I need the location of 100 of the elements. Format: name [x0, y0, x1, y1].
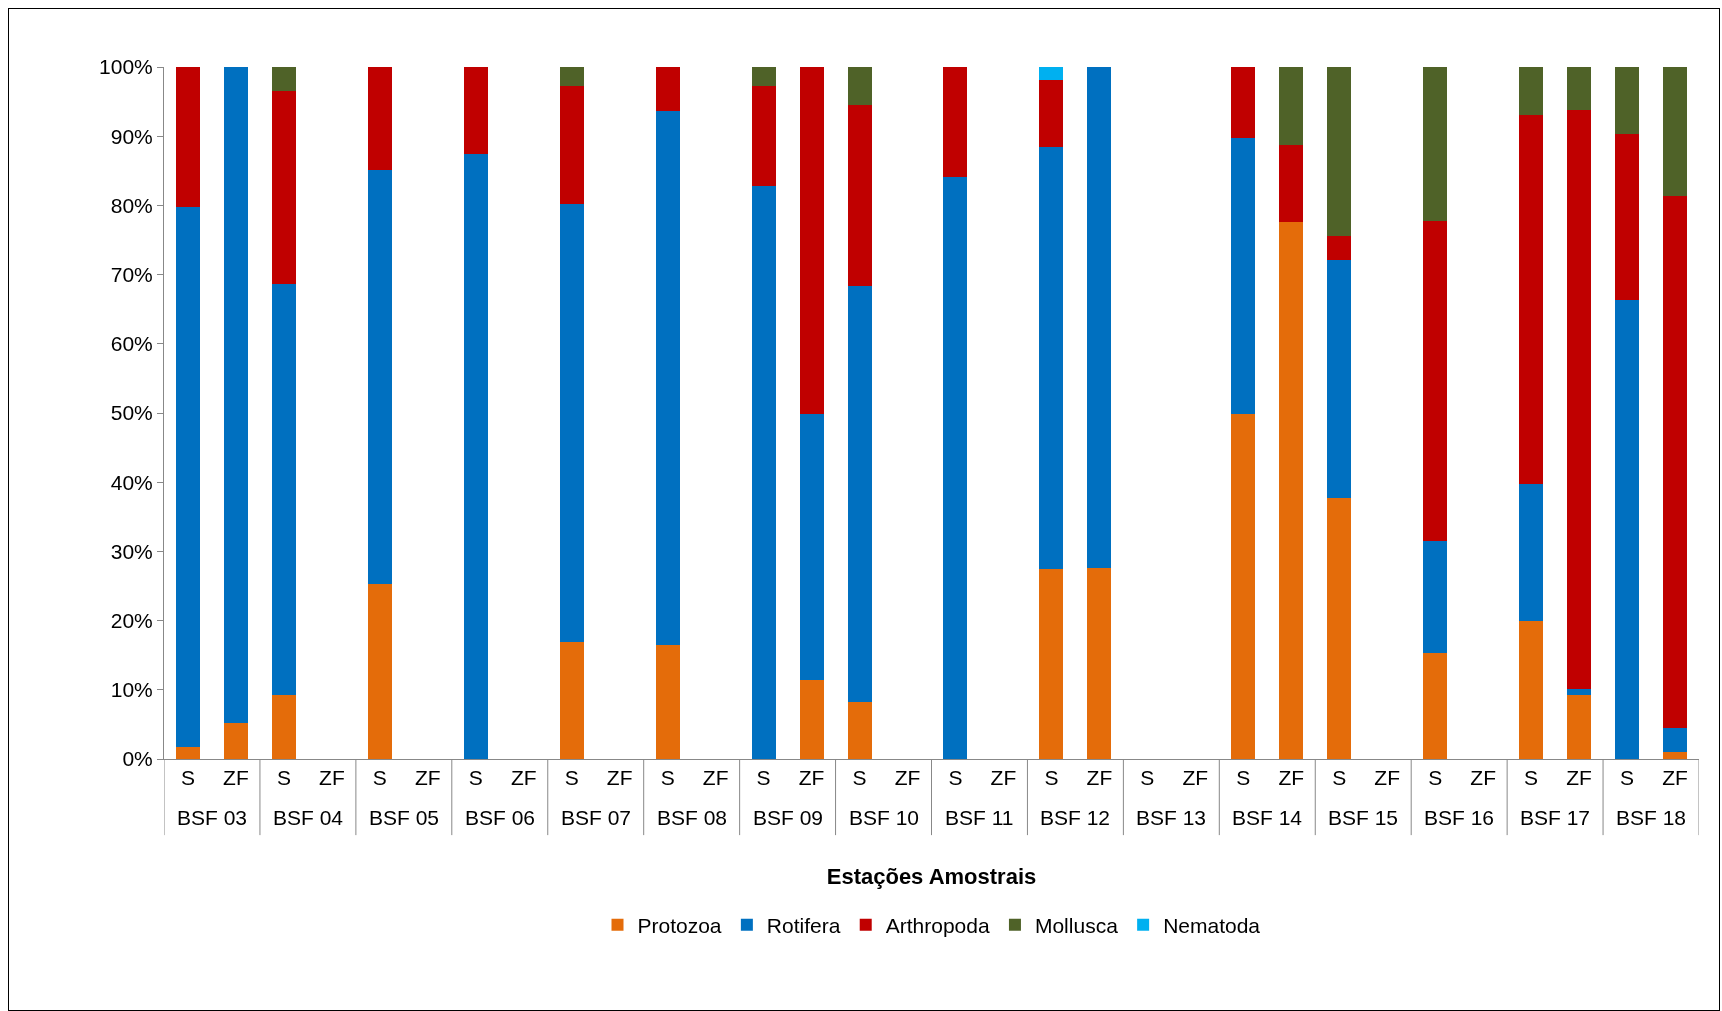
x-tick-label: S [1332, 766, 1347, 790]
x-tick-label: S [1140, 766, 1155, 790]
bar [1567, 67, 1592, 110]
bar [175, 206, 200, 747]
text: BSF 09 [753, 806, 824, 829]
bar [847, 105, 872, 286]
x-tick-label: S [372, 766, 387, 790]
bar [1615, 134, 1640, 300]
text: BSF 08 [657, 806, 728, 829]
bar [799, 680, 824, 759]
bar [1327, 260, 1352, 499]
y-tick-label: 30% [110, 539, 153, 563]
bar [175, 746, 200, 759]
bar [1423, 67, 1448, 222]
bar [1327, 67, 1352, 236]
legend-label: Rotifera [766, 913, 841, 937]
bar [1231, 67, 1256, 139]
bar [223, 67, 248, 724]
bar [271, 284, 296, 696]
bar [1327, 498, 1352, 759]
bar [1663, 67, 1688, 196]
bar [1567, 695, 1592, 759]
x-tick-label: ZF [223, 766, 249, 790]
text: BSF 03 [177, 806, 248, 829]
bar [559, 67, 584, 86]
y-tick-label: 60% [110, 332, 153, 356]
bar [655, 67, 680, 112]
text: BSF 11 [945, 806, 1014, 829]
x-tick-label: ZF [1182, 766, 1209, 790]
bar [271, 67, 296, 91]
y-tick-label: 80% [110, 193, 153, 217]
bar [1615, 299, 1640, 759]
bar [1519, 115, 1544, 484]
legend-label: Nematoda [1163, 913, 1261, 937]
x-tick-label: S [756, 766, 771, 790]
text: BSF 18 [1616, 806, 1687, 829]
legend-label: Protozoa [637, 913, 722, 937]
text: BSF 12 [1040, 806, 1111, 829]
x-tick-label: ZF [606, 766, 633, 790]
x-tick-label: S [1524, 766, 1539, 790]
bar [1327, 235, 1352, 261]
bar [1087, 67, 1112, 569]
text: BSF 17 [1520, 806, 1591, 829]
x-tick-label: S [1428, 766, 1443, 790]
y-tick-label: 0% [122, 747, 153, 771]
x-tick-label: S [948, 766, 963, 790]
y-tick-label: 20% [110, 608, 153, 632]
x-tick-label: ZF [1278, 766, 1305, 790]
bar [367, 67, 392, 171]
x-tick-label: ZF [1566, 766, 1592, 790]
bar [655, 644, 680, 759]
bar [1423, 653, 1448, 759]
bar [1039, 67, 1064, 81]
x-tick-label: ZF [1662, 766, 1688, 790]
x-tick-label: S [1044, 766, 1059, 790]
bar [655, 111, 680, 645]
x-tick-label: S [660, 766, 675, 790]
bar [1663, 195, 1688, 728]
bar [559, 204, 584, 643]
bar [1039, 147, 1064, 570]
text: BSF 06 [465, 806, 536, 829]
x-tick-label: S [1236, 766, 1251, 790]
bar [1519, 483, 1544, 622]
bar [1279, 145, 1304, 223]
bar [1519, 67, 1544, 116]
text: BSF 07 [561, 806, 632, 829]
bar [1279, 67, 1304, 146]
text: BSF 05 [369, 806, 440, 829]
bar [1231, 414, 1256, 759]
bar [943, 67, 968, 178]
bar [1567, 109, 1592, 690]
bar [271, 90, 296, 285]
bar [1087, 568, 1112, 759]
x-tick-label: S [564, 766, 579, 790]
x-tick-label: S [468, 766, 483, 790]
bar [1039, 80, 1064, 148]
bar [463, 154, 488, 759]
bar [1519, 621, 1544, 759]
bar [1423, 541, 1448, 654]
x-tick-label: ZF [319, 766, 345, 790]
text: BSF 10 [849, 806, 920, 829]
bar [799, 414, 824, 681]
bar [1663, 727, 1688, 753]
x-tick-label: ZF [1374, 766, 1401, 790]
legend-label: Mollusca [1034, 913, 1119, 937]
bar [847, 67, 872, 106]
x-tick-label: ZF [702, 766, 729, 790]
x-tick-label: S [1620, 766, 1635, 790]
bar [1231, 138, 1256, 415]
bar [559, 85, 584, 205]
bar [463, 67, 488, 155]
bar [271, 695, 296, 759]
bar [367, 583, 392, 759]
x-tick-label: ZF [510, 766, 537, 790]
x-tick-label: S [276, 766, 291, 790]
bar [223, 723, 248, 759]
x-axis-title: Estações Amostrais [826, 864, 1037, 890]
bar [1423, 221, 1448, 542]
bar [1279, 222, 1304, 759]
y-tick-label: 10% [110, 678, 153, 702]
